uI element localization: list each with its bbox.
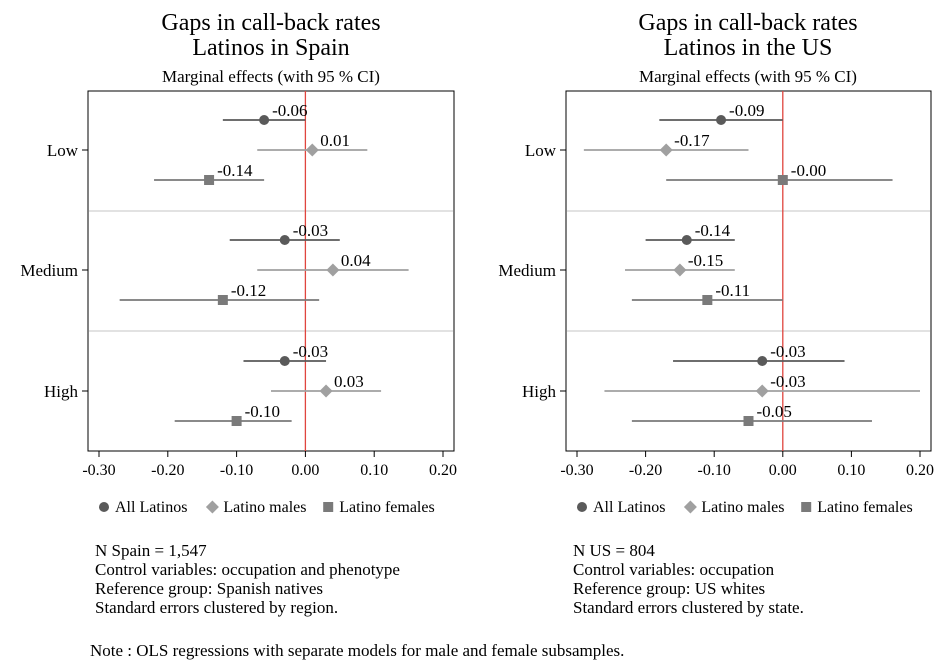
- point-marker: [755, 384, 769, 398]
- data-label: -0.14: [695, 221, 731, 240]
- point-marker: [702, 295, 713, 305]
- legend-marker: [577, 502, 587, 512]
- data-label: -0.03: [293, 342, 328, 361]
- data-label: -0.03: [293, 221, 328, 240]
- info-line: Control variables: occupation: [573, 560, 775, 579]
- point-marker: [204, 175, 215, 185]
- series-latino-females: -0.00 -0.11 -0.05: [631, 161, 893, 426]
- point-marker: [716, 115, 727, 125]
- legend-item: Latino males: [205, 499, 306, 516]
- plot-frame: [565, 90, 932, 452]
- point-marker: [319, 384, 333, 398]
- y-category-label: Low: [47, 141, 79, 160]
- legend-marker: [99, 502, 109, 512]
- data-label: -0.12: [231, 281, 266, 300]
- info-line: Standard errors clustered by state.: [573, 598, 804, 617]
- y-category-label: High: [522, 382, 557, 401]
- x-tick-label: 0.10: [837, 462, 865, 479]
- point-marker: [681, 235, 692, 245]
- legend-item: All Latinos: [577, 499, 665, 516]
- data-label: -0.11: [715, 281, 750, 300]
- series-all-latinos: -0.06 -0.03 -0.03: [222, 101, 340, 366]
- x-tick-label: -0.30: [82, 462, 115, 479]
- legend-item: Latino females: [801, 499, 913, 516]
- chart-subtitle: Marginal effects (with 95 % CI): [639, 67, 857, 86]
- legend-item: Latino females: [323, 499, 435, 516]
- data-label: -0.09: [729, 101, 764, 120]
- info-line: Control variables: occupation and phenot…: [95, 560, 400, 579]
- data-label: -0.05: [757, 402, 792, 421]
- legend-item: All Latinos: [99, 499, 187, 516]
- legend-label: Latino females: [817, 499, 913, 516]
- series-latino-females: -0.14 -0.12 -0.10: [119, 161, 320, 426]
- note: Note : OLS regressions with separate mod…: [90, 641, 625, 660]
- data-label: 0.04: [341, 251, 371, 270]
- x-tick-label: -0.10: [698, 462, 731, 479]
- y-category-label: Medium: [498, 261, 556, 280]
- point-marker: [673, 263, 687, 277]
- x-tick-label: -0.20: [629, 462, 662, 479]
- info-line: Reference group: Spanish natives: [95, 579, 323, 598]
- chart-title-line2: Latinos in Spain: [192, 35, 349, 61]
- legend-label: All Latinos: [115, 499, 187, 516]
- point-marker: [279, 235, 290, 245]
- series-latino-males: -0.17 -0.15 -0.03: [583, 131, 920, 398]
- point-marker: [259, 115, 270, 125]
- legend-marker: [801, 502, 812, 512]
- data-label: -0.15: [688, 251, 723, 270]
- point-marker: [305, 143, 319, 157]
- legend-marker: [683, 500, 697, 514]
- point-marker: [326, 263, 340, 277]
- x-tick-label: -0.10: [220, 462, 253, 479]
- legend-marker: [205, 500, 219, 514]
- point-marker: [777, 175, 788, 185]
- data-label: -0.03: [770, 372, 805, 391]
- chart-title: Gaps in call-back rates: [161, 10, 380, 36]
- legend-item: Latino males: [683, 499, 784, 516]
- x-tick-label: -0.30: [560, 462, 593, 479]
- x-tick-label: 0.00: [291, 462, 319, 479]
- x-tick-label: 0.20: [906, 462, 934, 479]
- chart-subtitle: Marginal effects (with 95 % CI): [162, 67, 380, 86]
- legend-label: All Latinos: [593, 499, 665, 516]
- point-marker: [757, 356, 768, 366]
- series-latino-males: 0.01 0.04 0.03: [257, 131, 409, 398]
- info-line: N Spain = 1,547: [95, 541, 207, 560]
- x-tick-label: 0.20: [429, 462, 457, 479]
- series-all-latinos: -0.09 -0.14 -0.03: [645, 101, 845, 366]
- point-marker: [659, 143, 673, 157]
- data-label: 0.03: [334, 372, 364, 391]
- chart-title: Gaps in call-back rates: [638, 10, 857, 36]
- chart-title-line2: Latinos in the US: [664, 35, 833, 61]
- data-label: -0.10: [245, 402, 280, 421]
- y-category-label: Low: [525, 141, 557, 160]
- legend-label: Latino males: [223, 499, 306, 516]
- info-line: Reference group: US whites: [573, 579, 765, 598]
- legend-marker: [323, 502, 334, 512]
- data-label: -0.00: [791, 161, 826, 180]
- x-tick-label: 0.10: [360, 462, 388, 479]
- y-category-label: Medium: [20, 261, 78, 280]
- x-tick-label: -0.20: [151, 462, 184, 479]
- point-marker: [279, 356, 290, 366]
- info-line: Standard errors clustered by region.: [95, 598, 338, 617]
- data-label: -0.03: [770, 342, 805, 361]
- point-marker: [217, 295, 228, 305]
- plot-frame: [87, 90, 455, 452]
- legend-label: Latino males: [701, 499, 784, 516]
- point-marker: [231, 416, 242, 426]
- y-category-label: High: [44, 382, 79, 401]
- x-tick-label: 0.00: [769, 462, 797, 479]
- point-marker: [743, 416, 754, 426]
- data-label: -0.14: [217, 161, 253, 180]
- data-label: -0.17: [674, 131, 710, 150]
- data-label: -0.06: [272, 101, 307, 120]
- legend-label: Latino females: [339, 499, 435, 516]
- info-line: N US = 804: [573, 541, 655, 560]
- data-label: 0.01: [320, 131, 350, 150]
